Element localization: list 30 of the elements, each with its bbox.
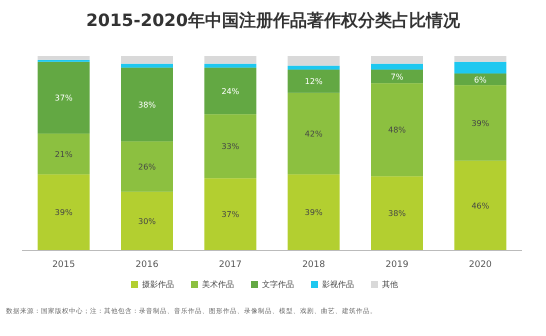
data-label: 6% — [474, 75, 488, 84]
data-label: 39% — [304, 208, 323, 218]
legend-label: 影视作品 — [322, 280, 354, 289]
data-label: 21% — [54, 150, 73, 159]
data-label: 7% — [390, 72, 404, 82]
legend-label: 文字作品 — [262, 280, 294, 289]
data-label: 24% — [221, 86, 240, 96]
data-label: 42% — [304, 130, 323, 139]
data-label: 48% — [388, 126, 406, 135]
x-tick-label: 2020 — [468, 260, 492, 270]
legend-label: 其他 — [382, 280, 398, 289]
data-label: 38% — [138, 100, 156, 110]
legend-label: 摄影作品 — [142, 280, 174, 289]
data-label: 46% — [471, 201, 490, 210]
x-tick-label: 2017 — [218, 260, 242, 270]
x-tick-label: 2018 — [302, 260, 326, 270]
x-tick-label: 2015 — [52, 260, 76, 270]
data-label: 39% — [54, 208, 73, 218]
chart-title: 2015-2020年中国注册作品著作权分类占比情况 — [86, 11, 461, 31]
data-label: 38% — [388, 209, 406, 218]
data-label: 12% — [304, 77, 323, 86]
x-tick-label: 2019 — [386, 260, 409, 270]
data-label: 26% — [138, 162, 156, 172]
data-label: 37% — [54, 94, 73, 103]
x-tick-label: 2016 — [136, 260, 159, 270]
data-label: 37% — [221, 210, 240, 220]
data-label: 30% — [138, 216, 156, 226]
legend-label: 美术作品 — [202, 280, 234, 289]
data-label: 39% — [471, 118, 490, 128]
data-label: 33% — [221, 142, 240, 152]
